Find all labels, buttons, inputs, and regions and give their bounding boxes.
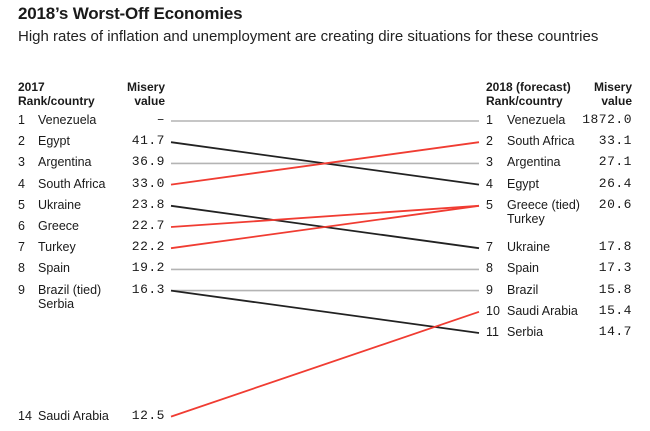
right-value-label: 1872.0 <box>582 112 632 127</box>
right-rank-label: 1 <box>486 113 493 127</box>
chart-subtitle: High rates of inflation and unemployment… <box>18 28 599 45</box>
left-value-header-line1: Misery <box>126 80 165 94</box>
right-value-label: 27.1 <box>598 154 632 170</box>
left-country-label: Saudi Arabia <box>38 408 109 423</box>
slope-line-greece <box>170 204 480 228</box>
left-rank-header-line2: Rank/country <box>18 94 95 108</box>
right-country-label: Serbia <box>507 325 544 339</box>
left-value-label: 36.9 <box>131 154 165 170</box>
left-value-label: 12.5 <box>131 407 165 423</box>
right-value-label: 26.4 <box>598 175 632 191</box>
left-rank-label: 7 <box>18 240 25 255</box>
right-country-label: Brazil <box>507 282 539 297</box>
right-rank-label: 8 <box>486 261 493 276</box>
left-value-label: – <box>156 112 165 127</box>
right-rank-label: 3 <box>486 155 493 170</box>
left-value-label: 22.7 <box>131 218 165 233</box>
slope-line-saudi-arabia <box>170 310 480 418</box>
slope-line-south-africa <box>170 141 480 186</box>
left-rank-label: 5 <box>18 197 25 212</box>
right-value-label: 15.8 <box>598 281 632 297</box>
right-rank-header-line1: 2018 (forecast) <box>486 80 571 94</box>
left-rank-header: 2017 Rank/country <box>18 80 95 108</box>
right-rank-label: 10 <box>486 303 500 318</box>
right-value-label: 17.3 <box>598 260 632 276</box>
right-rank-label: 4 <box>486 176 493 191</box>
left-value-label: 22.2 <box>131 239 165 255</box>
right-rank-label: 11 <box>486 325 499 339</box>
right-rank-label: 5 <box>486 197 493 212</box>
right-country-label: Egypt <box>507 176 539 191</box>
left-country-label: Spain <box>38 261 70 276</box>
left-country-label-second: Serbia <box>38 296 75 311</box>
right-value-label: 33.1 <box>598 133 632 149</box>
right-rank-header-line2: Rank/country <box>486 94 563 108</box>
left-country-label: Ukraine <box>38 197 82 212</box>
chart-title: 2018’s Worst-Off Economies <box>18 4 243 23</box>
right-value-label: 14.7 <box>598 324 632 339</box>
left-country-label: Argentina <box>38 155 92 170</box>
right-country-label: Argentina <box>507 155 561 170</box>
right-country-label: Saudi Arabia <box>507 303 578 318</box>
left-rank-label: 14 <box>18 408 32 423</box>
left-rank-label: 6 <box>18 219 25 233</box>
right-value-header-line2: value <box>601 94 632 108</box>
right-value-header: Misery value <box>585 80 632 108</box>
slope-line-serbia <box>170 289 480 334</box>
slope-line-turkey <box>170 204 480 250</box>
left-country-label: Brazil (tied) <box>38 282 102 297</box>
right-country-label: Ukraine <box>507 240 551 255</box>
left-rank-label: 8 <box>18 261 25 276</box>
right-value-label: 15.4 <box>598 302 632 318</box>
right-country-label: Venezuela <box>507 113 566 127</box>
right-rank-label: 9 <box>486 282 493 297</box>
left-country-label: Venezuela <box>38 113 97 127</box>
left-value-header: Misery value <box>120 80 165 108</box>
right-country-label: Spain <box>507 261 539 276</box>
left-rank-label: 9 <box>18 282 25 297</box>
right-value-label: 17.8 <box>598 239 632 255</box>
left-value-header-line2: value <box>134 94 165 108</box>
right-rank-label: 7 <box>486 240 493 255</box>
left-country-label: Turkey <box>38 240 76 255</box>
right-value-label: 20.6 <box>598 196 632 212</box>
left-rank-label: 3 <box>18 155 25 170</box>
left-country-label: Egypt <box>38 134 70 149</box>
right-value-header-line1: Misery <box>593 80 632 94</box>
right-country-label: Greece (tied) <box>507 197 580 212</box>
right-rank-label: 2 <box>486 134 493 149</box>
left-country-label: Greece <box>38 219 79 233</box>
left-value-label: 41.7 <box>131 133 165 149</box>
left-rank-header-line1: 2017 <box>18 80 45 94</box>
left-rank-label: 1 <box>18 113 25 127</box>
right-rank-header: 2018 (forecast) Rank/country <box>486 80 571 108</box>
left-rank-label: 4 <box>18 176 25 191</box>
left-value-label: 16.3 <box>131 281 165 297</box>
left-rank-label: 2 <box>18 134 25 149</box>
left-value-label: 23.8 <box>131 196 165 212</box>
left-value-label: 33.0 <box>131 175 165 191</box>
right-country-label-second: Turkey <box>507 211 545 226</box>
left-country-label: South Africa <box>38 176 106 191</box>
left-value-label: 19.2 <box>131 260 165 276</box>
right-country-label: South Africa <box>507 134 575 149</box>
